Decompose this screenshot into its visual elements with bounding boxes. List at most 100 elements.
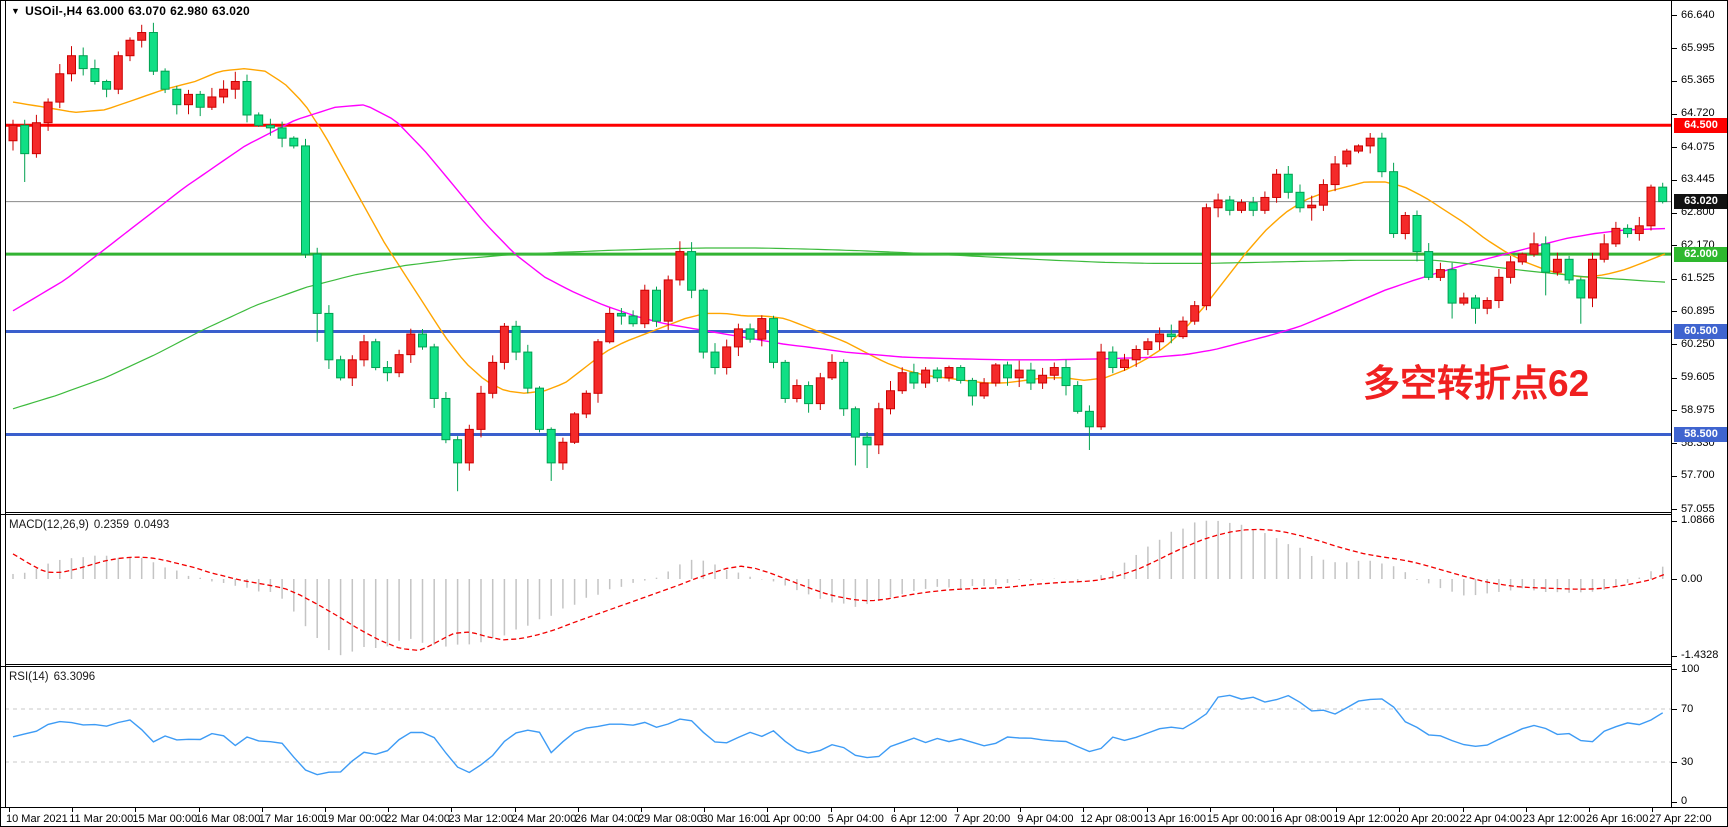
candle-body	[55, 73, 65, 103]
price-tick	[1672, 579, 1677, 580]
price-axis-label: -1.4328	[1681, 649, 1719, 661]
price-axis-label: 57.055	[1681, 502, 1715, 515]
candle-body	[406, 333, 416, 356]
candle-body	[745, 328, 755, 340]
price-tick	[1672, 15, 1677, 16]
candle-body	[1599, 243, 1609, 260]
candle-body	[909, 372, 919, 384]
macd-signal-line	[12, 528, 1666, 652]
candle-body	[1564, 258, 1574, 281]
candle-body	[1190, 305, 1200, 322]
time-tick	[1336, 808, 1338, 812]
price-axis-label: 0	[1681, 795, 1688, 808]
candle-body	[628, 315, 638, 325]
candle-body	[1365, 137, 1375, 147]
candle-body	[125, 39, 135, 57]
price-tick	[1672, 80, 1677, 82]
price-badge-64.500: 64.500	[1674, 117, 1727, 133]
candle-body	[792, 385, 802, 399]
candle-body	[441, 397, 451, 441]
candle-body	[991, 364, 1001, 384]
candle-body	[1213, 199, 1223, 209]
candle-body	[476, 392, 486, 430]
main-chart-canvas[interactable]	[5, 1, 1671, 511]
price-tick	[1672, 179, 1677, 181]
macd-panel: MACD(12,26,9) 0.2359 0.0493	[5, 516, 1671, 665]
macd-signal-value: 0.0493	[134, 519, 170, 531]
time-tick	[451, 808, 453, 812]
candle-body	[1283, 173, 1293, 193]
candle-body	[488, 361, 498, 394]
ohlc-open: 63.000	[86, 4, 125, 18]
candle-body	[967, 379, 977, 397]
candle-body	[652, 289, 661, 322]
price-tick	[1672, 48, 1677, 50]
candle-body	[874, 408, 884, 446]
time-tick	[1462, 808, 1464, 812]
candle-body	[546, 428, 556, 464]
candle-body	[90, 68, 100, 82]
rsi-canvas[interactable]	[5, 668, 1671, 806]
time-axis-label: 13 Apr 16:00	[1143, 813, 1206, 825]
price-axis-label: 1.0866	[1681, 514, 1715, 527]
price-axis-label: 64.720	[1681, 107, 1715, 120]
price-tick	[1672, 147, 1677, 149]
candle-body	[511, 325, 521, 353]
dropdown-triangle-icon[interactable]: ▼	[11, 6, 21, 16]
time-axis-label: 19 Mar 00:00	[322, 813, 387, 825]
candle-body	[148, 32, 158, 72]
candle-body	[1412, 214, 1422, 253]
time-tick	[1525, 808, 1527, 812]
annotation-text: 多空转折点62	[1363, 363, 1590, 404]
candle-body	[1026, 369, 1036, 384]
time-axis-label: 26 Mar 04:00	[574, 813, 640, 825]
candle-body	[979, 382, 989, 397]
time-tick	[1399, 808, 1401, 812]
macd-canvas[interactable]	[5, 516, 1671, 663]
candle-body	[733, 328, 743, 348]
candle-body	[1003, 364, 1012, 379]
candle-body	[230, 80, 240, 90]
time-tick	[1083, 808, 1085, 812]
candle-body	[1447, 269, 1457, 304]
candle-body	[1354, 145, 1363, 152]
time-axis-label: 15 Apr 00:00	[1206, 813, 1270, 825]
price-tick	[1672, 669, 1677, 671]
candle-body	[581, 392, 591, 415]
price-tick	[1672, 801, 1677, 803]
price-tick	[1672, 709, 1677, 710]
time-axis-label: 16 Apr 08:00	[1270, 813, 1333, 825]
time-tick	[72, 808, 74, 812]
time-tick	[1652, 808, 1654, 812]
price-axis-label: 30	[1681, 755, 1694, 768]
time-axis-label: 1 Apr 00:00	[764, 813, 821, 825]
time-tick	[1209, 808, 1211, 812]
candle-body	[31, 122, 41, 155]
time-axis-label: 19 Apr 12:00	[1333, 813, 1396, 825]
rsi-name: RSI(14)	[9, 671, 49, 683]
time-tick	[1589, 808, 1590, 812]
time-tick	[1020, 808, 1022, 812]
ohlc-low: 62.980	[170, 4, 208, 18]
candle-body	[1061, 367, 1071, 387]
candle-body	[1576, 279, 1586, 299]
time-axis-label: 26 Apr 16:00	[1586, 813, 1649, 825]
time-axis-label: 12 Apr 08:00	[1080, 813, 1143, 825]
price-axis-label: 58.975	[1681, 403, 1715, 416]
time-tick	[1146, 808, 1148, 812]
price-axis-label: 60.895	[1681, 304, 1715, 317]
price-axis-label: 70	[1681, 702, 1694, 715]
candle-body	[640, 289, 650, 325]
candle-body	[1424, 251, 1434, 278]
price-axis: 66.640 65.995 65.365 64.720 64.075 63.445 62.8…	[1671, 1, 1727, 808]
candle-body	[277, 127, 287, 139]
candle-body	[1658, 186, 1668, 203]
candle-body	[1529, 243, 1539, 255]
time-axis-label: 9 Apr 04:00	[1017, 813, 1074, 825]
price-tick	[1672, 520, 1677, 522]
candle-body	[815, 377, 825, 405]
time-axis-label: 29 Mar 08:00	[638, 813, 703, 825]
candle-body	[1131, 348, 1141, 361]
candle-body	[1552, 258, 1562, 273]
